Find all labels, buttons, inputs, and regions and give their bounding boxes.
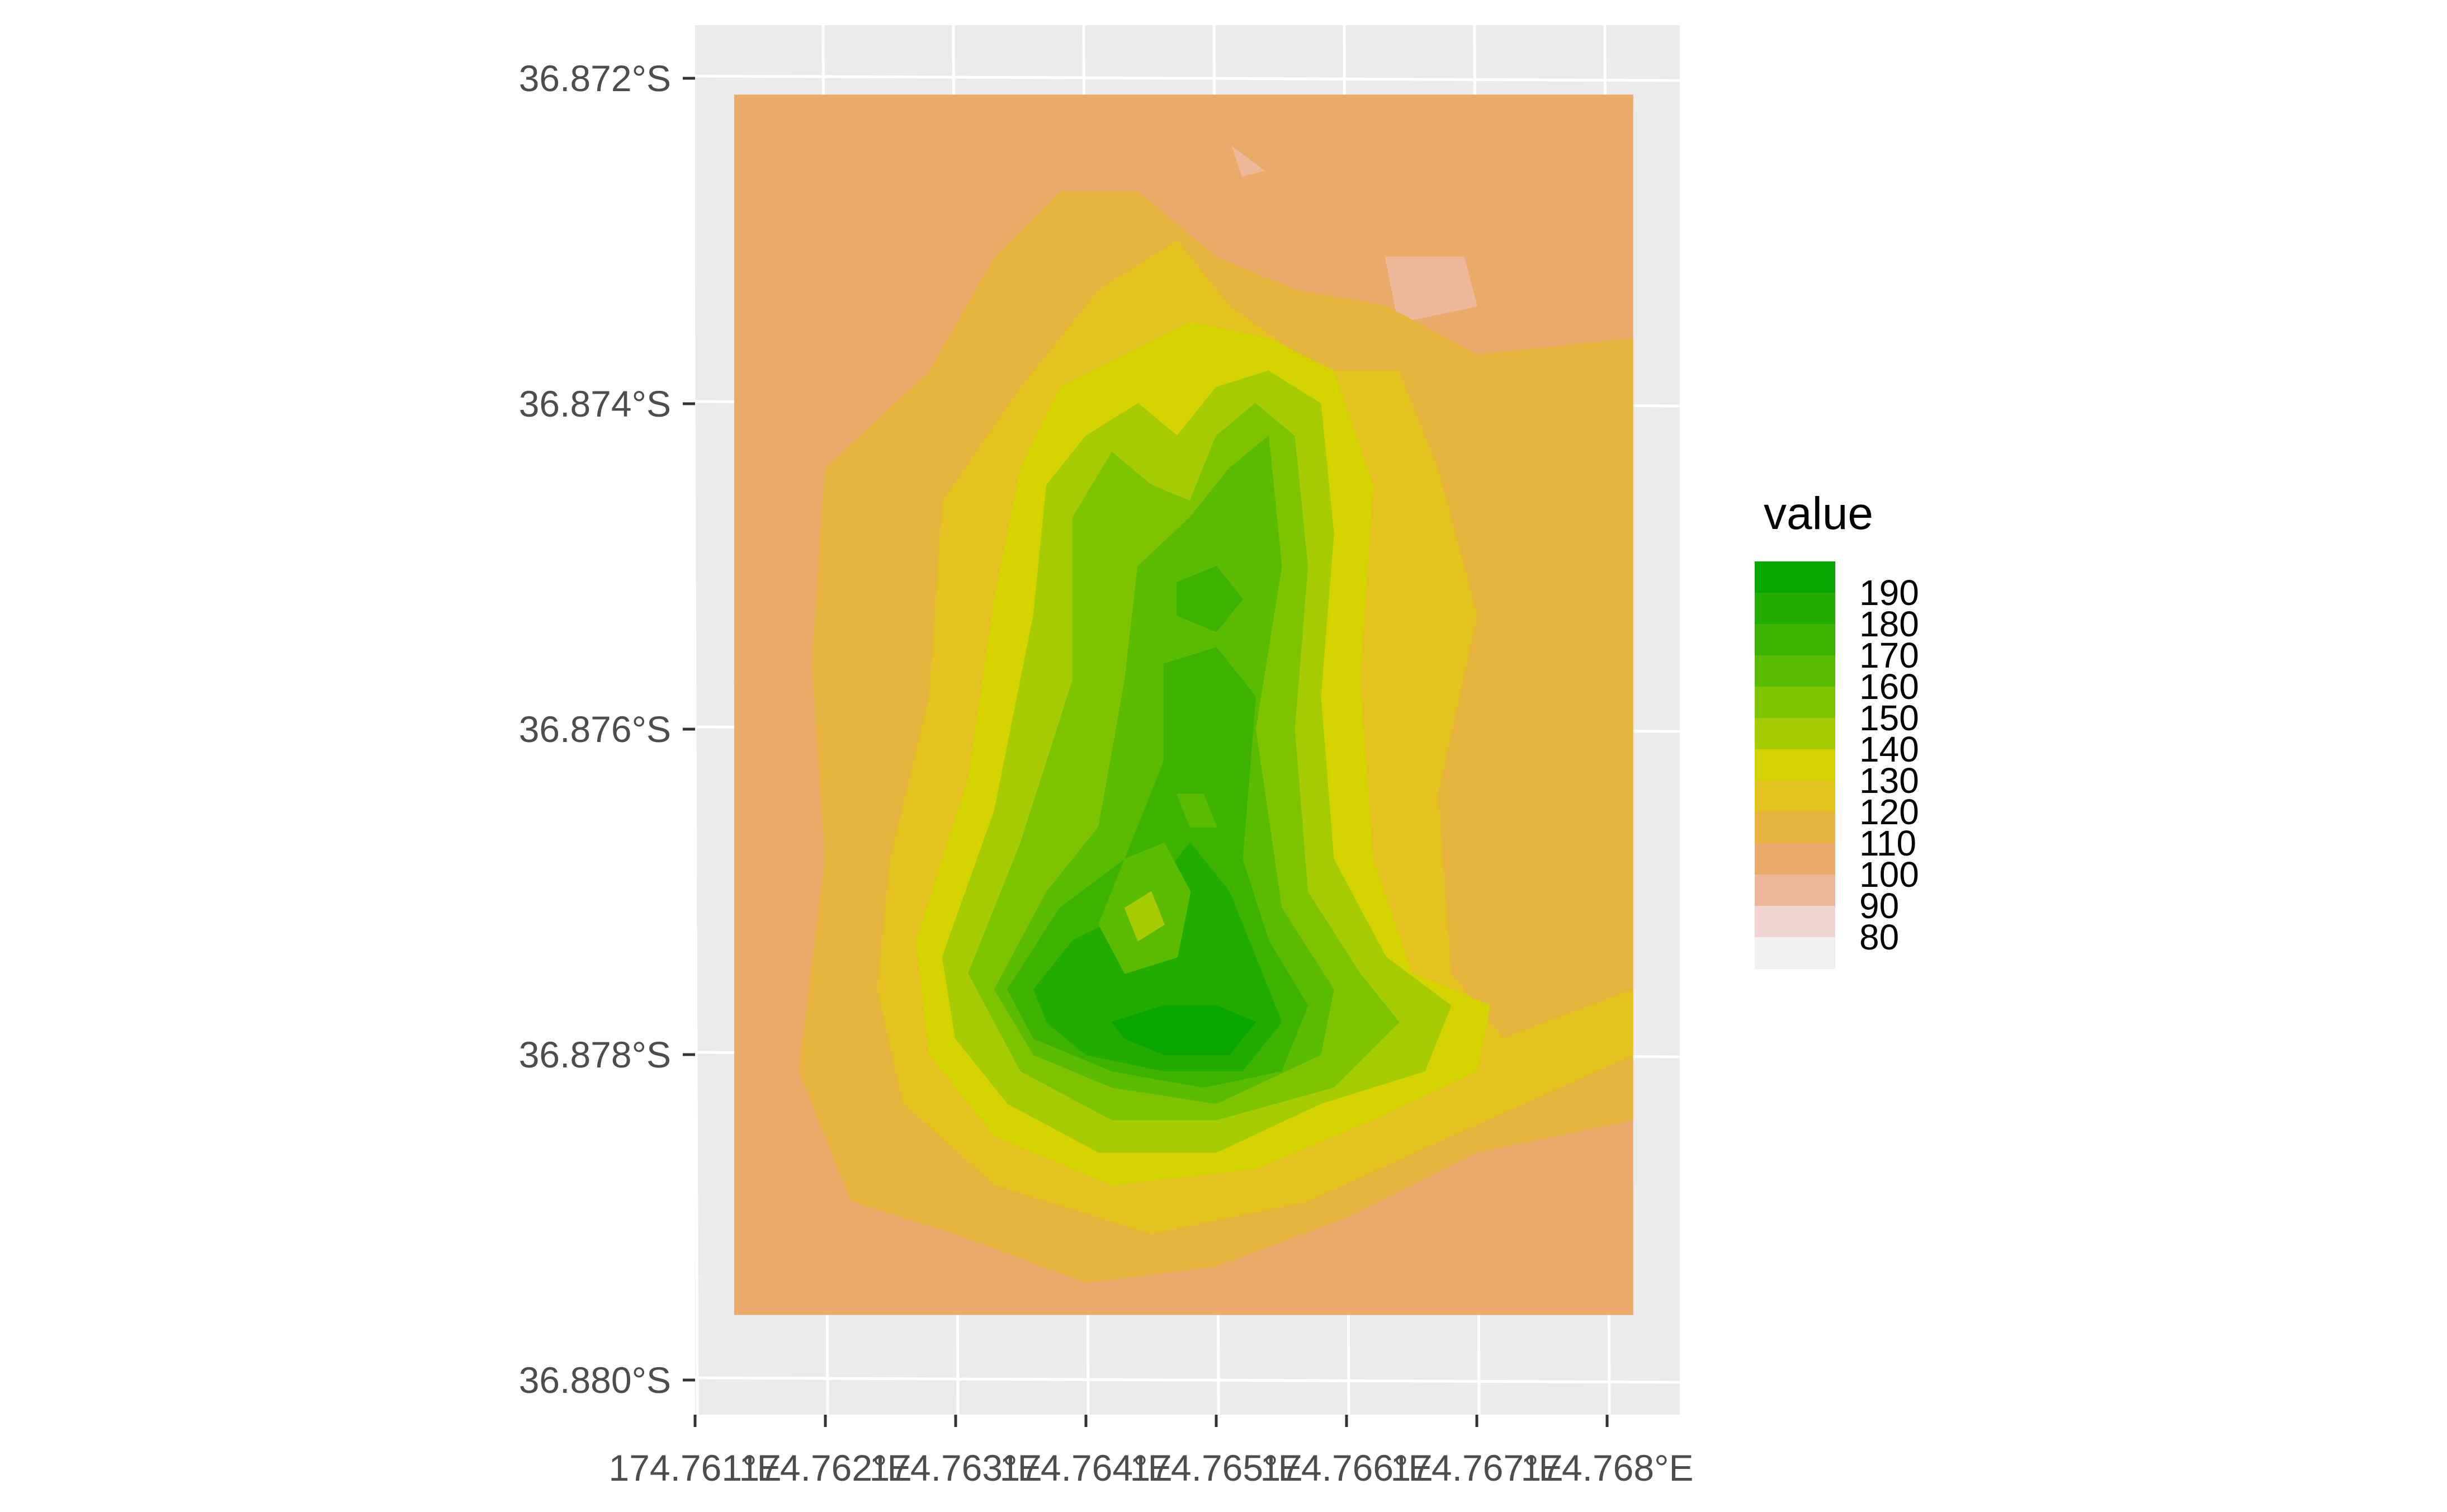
legend-swatch-11 [1755,906,1835,938]
grid-line-y-4 [695,1376,1680,1384]
y-tick-label-2: 36.876°S [519,708,671,750]
legend-label-150: 150 [1859,698,1919,738]
y-tick-label-1: 36.874°S [519,383,671,424]
legend-label-80: 80 [1859,917,1899,957]
x-tick-label-7: 174.768°E [1521,1447,1694,1489]
y-tick-label-3: 36.878°S [519,1034,671,1075]
legend-title: value [1764,488,1873,539]
legend-swatch-9 [1755,843,1835,875]
legend-label-100: 100 [1859,854,1919,895]
legend-label-190: 190 [1859,573,1919,613]
x-tick-label-2: 174.763°E [870,1447,1042,1489]
legend-label-180: 180 [1859,604,1919,644]
contour-band-170-8-1 [1177,566,1243,632]
y-tick-label-0: 36.872°S [519,58,671,99]
legend-swatch-7 [1755,781,1835,812]
legend-label-140: 140 [1859,729,1919,769]
x-tick-label-4: 174.765°E [1130,1447,1303,1489]
legend-swatch-8 [1755,812,1835,844]
grid-line-y-0 [695,74,1680,82]
contour-band-140-12-0 [1124,891,1165,942]
legend-swatch-3 [1755,655,1835,687]
contour-band-160-13-0 [1177,793,1217,828]
raster-layer [734,94,1633,1315]
contour-bands [734,97,1633,1315]
contour-band-190-10-0 [1111,1005,1256,1055]
x-tick-label-6: 174.767°E [1391,1447,1563,1489]
legend-label-160: 160 [1859,667,1919,707]
legend-swatch-1 [1755,593,1835,625]
contour-band-90-0-2 [1385,257,1477,323]
legend-label-120: 120 [1859,792,1919,832]
x-tick-label-3: 174.764°E [1000,1447,1173,1489]
grid-line-x-0 [691,25,699,1415]
axes: 174.761°E174.762°E174.763°E174.764°E174.… [519,58,1694,1489]
legend-label-130: 130 [1859,760,1919,801]
legend-swatch-0 [1755,561,1835,593]
legend-swatch-12 [1755,937,1835,969]
legend-swatch-4 [1755,687,1835,719]
legend-label-170: 170 [1859,635,1919,675]
legend-swatch-2 [1755,624,1835,656]
y-tick-label-4: 36.880°S [519,1359,671,1401]
x-tick-label-1: 174.762°E [739,1447,912,1489]
contour-band-100-1-0 [734,97,1633,730]
legend-swatch-5 [1755,718,1835,750]
x-tick-label-5: 174.766°E [1260,1447,1433,1489]
legend-label-90: 90 [1859,886,1899,926]
legend-swatch-10 [1755,875,1835,906]
legend-swatch-6 [1755,749,1835,781]
x-tick-label-0: 174.761°E [609,1447,782,1489]
legend-label-110: 110 [1859,823,1916,863]
